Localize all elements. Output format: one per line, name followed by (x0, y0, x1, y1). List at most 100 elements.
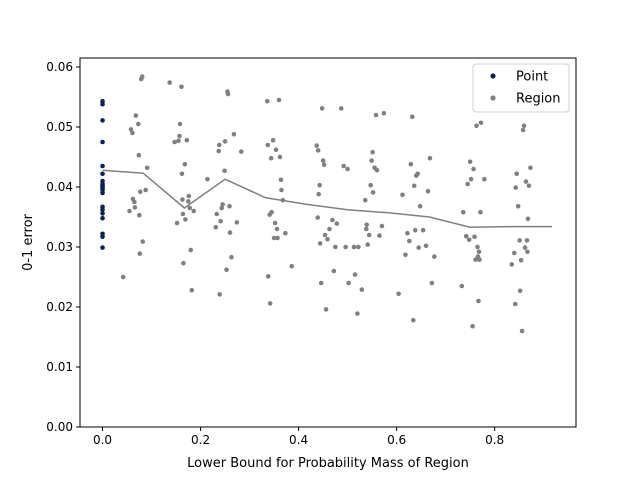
region-point (182, 161, 188, 167)
region-point (279, 187, 284, 193)
region-point (234, 220, 240, 225)
region-point (521, 123, 527, 129)
y-tick-label: 0.06 (46, 60, 73, 74)
region-point (325, 236, 330, 242)
region-point (316, 191, 321, 197)
region-point (331, 268, 337, 274)
region-point (363, 226, 369, 232)
legend-box (472, 63, 570, 113)
region-point (460, 209, 466, 215)
region-point (475, 244, 480, 250)
region-point (315, 148, 321, 153)
region-point (356, 244, 361, 250)
region-point (191, 208, 197, 214)
region-point (219, 205, 224, 211)
region-point (273, 147, 279, 153)
region-point (526, 183, 532, 189)
region-point (513, 185, 519, 190)
region-point (318, 280, 324, 286)
region-point (463, 233, 469, 239)
region-point (410, 114, 415, 120)
region-point (327, 226, 332, 232)
region-point (334, 221, 340, 226)
region-point (373, 112, 379, 118)
region-point (179, 84, 184, 90)
region-point (216, 142, 222, 148)
region-point (140, 239, 146, 244)
region-point (432, 254, 437, 259)
region-point (213, 224, 219, 230)
region-point (405, 230, 410, 236)
y-axis-label: 0-1 error (21, 213, 36, 270)
region-point (276, 97, 282, 103)
region-point (137, 251, 143, 256)
plot-frame (79, 57, 577, 428)
region-point (470, 323, 475, 329)
region-point (289, 263, 295, 269)
legend-label: Region (516, 92, 561, 107)
legend: Point Region (472, 63, 570, 113)
region-point (177, 121, 183, 127)
region-point (524, 238, 530, 243)
region-point (511, 250, 517, 256)
region-point (277, 154, 283, 160)
region-point (229, 254, 234, 260)
region-point (132, 199, 137, 205)
region-point (188, 247, 194, 253)
region-point (214, 211, 220, 217)
region-point (509, 262, 515, 267)
region-point (467, 159, 473, 165)
point-marker (100, 207, 105, 213)
region-point (238, 149, 244, 154)
region-point (271, 235, 277, 241)
region-point (512, 301, 518, 307)
region-point (132, 205, 138, 210)
region-point (478, 209, 483, 215)
region-point (127, 208, 132, 214)
region-point (412, 227, 418, 233)
region-point (205, 176, 210, 182)
region-point (267, 301, 273, 306)
region-point (136, 152, 142, 158)
region-point (220, 202, 225, 207)
region-point (187, 205, 193, 211)
legend-marker (490, 95, 496, 101)
region-point (144, 165, 150, 171)
x-axis-label: Lower Bound for Probability Mass of Regi… (187, 456, 469, 471)
region-point (338, 106, 344, 111)
region-point (137, 189, 143, 195)
region-point (330, 217, 335, 223)
region-point (222, 168, 227, 174)
region-point (528, 165, 533, 171)
region-point (184, 137, 190, 143)
region-point (417, 203, 423, 209)
region-point (180, 197, 185, 202)
region-point (416, 245, 421, 250)
region-point (359, 287, 365, 292)
region-point (476, 298, 481, 304)
x-tick-label: 0.6 (387, 433, 406, 447)
region-point (217, 292, 222, 297)
region-point (368, 182, 373, 188)
y-tick-label: 0.04 (46, 180, 73, 194)
region-point (189, 287, 195, 293)
region-point (343, 244, 348, 250)
region-point (167, 80, 172, 85)
region-point (351, 244, 357, 250)
point-marker (100, 215, 105, 221)
chart-marks (100, 74, 552, 334)
point-marker (100, 190, 105, 196)
region-point (319, 106, 325, 111)
y-tick-label: 0.05 (46, 120, 73, 134)
region-point (275, 235, 280, 241)
region-point (227, 230, 233, 235)
region-point (322, 232, 328, 238)
region-point (225, 91, 231, 97)
x-tick-label: 0.2 (191, 433, 210, 447)
y-tick-label: 0.01 (46, 360, 73, 374)
region-point (411, 183, 417, 189)
region-point (362, 197, 368, 203)
region-point (408, 161, 414, 167)
region-point (265, 142, 271, 148)
region-point (364, 222, 370, 228)
